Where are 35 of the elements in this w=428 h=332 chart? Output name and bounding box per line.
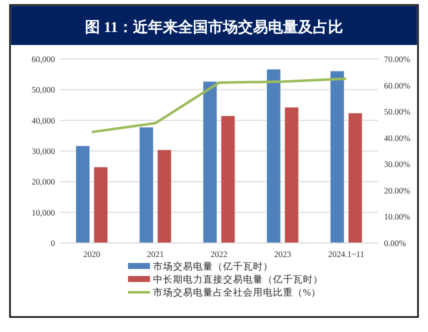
bar	[266, 68, 281, 244]
y2-tick-label: 60.00%	[384, 80, 410, 90]
x-tick-label: 2024.1~11	[328, 249, 364, 259]
title: 图 11：近年来全国市场交易电量及占比	[85, 20, 343, 36]
bar	[202, 81, 218, 244]
y-tick-label: 40,000	[32, 115, 55, 126]
legend-label: 市场交易电量（亿千瓦时）	[153, 260, 273, 272]
y-tick-label: 30,000	[32, 146, 55, 156]
bar	[348, 112, 362, 244]
bar	[330, 70, 344, 244]
y-tick-label: 20,000	[32, 176, 55, 187]
y2-tick-label: 30.00%	[384, 159, 410, 170]
bar	[220, 115, 236, 244]
x-tick-label: 2020	[83, 249, 100, 259]
y2-tick-label: 10.00%	[384, 212, 410, 222]
legend-label: 中长期电力直接交易电量（亿千瓦时）	[153, 274, 323, 286]
x-tick-label: 2022	[210, 249, 228, 259]
legend-label: 市场交易电量占全社会用电比重（%）	[153, 286, 321, 298]
bar	[284, 106, 299, 244]
bar	[139, 126, 154, 244]
y2-tick-label: 20.00%	[384, 185, 410, 196]
y2-tick-label: 50.00%	[384, 106, 410, 117]
bar	[94, 166, 108, 244]
x-tick-label: 2021	[146, 249, 164, 259]
y-tick-label: 50,000	[32, 84, 55, 95]
y-tick-label: 10,000	[32, 207, 55, 218]
x-tick-label: 2023	[274, 249, 292, 259]
y-tick-label: 60,000	[32, 54, 55, 64]
line-series	[90, 77, 348, 134]
y2-tick-label: 70.00%	[384, 54, 410, 64]
y2-tick-label: 40.00%	[384, 132, 410, 143]
bar	[76, 146, 90, 244]
bar	[157, 150, 172, 244]
y-tick-label: 0	[50, 238, 55, 248]
y2-tick-label: 0.00%	[384, 238, 406, 248]
